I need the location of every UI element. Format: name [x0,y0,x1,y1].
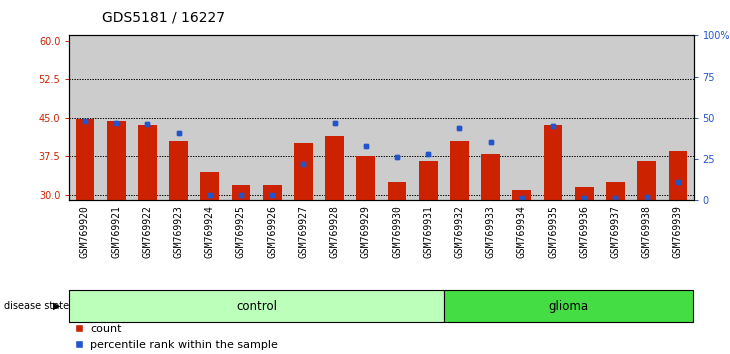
Bar [419,161,437,200]
Bar [319,35,350,200]
Text: GDS5181 / 16227: GDS5181 / 16227 [102,11,225,25]
Bar [350,35,381,200]
Text: control: control [236,300,277,313]
Bar [69,35,101,200]
Bar [356,156,375,200]
Bar [637,161,656,200]
Bar [669,151,687,200]
Bar [600,35,631,200]
Bar [138,125,157,200]
Bar [194,35,226,200]
Bar [512,190,531,200]
Bar [288,35,319,200]
Bar [163,35,194,200]
Bar [169,141,188,200]
Text: disease state: disease state [4,301,69,311]
Bar [507,35,537,200]
Bar [544,125,562,200]
Bar [231,184,250,200]
Bar [326,136,344,200]
Bar [606,182,625,200]
Bar [131,35,163,200]
Bar [512,190,531,200]
Bar [69,290,444,322]
Bar [631,35,662,200]
Bar [326,136,344,200]
Bar [569,35,600,200]
Bar [381,35,412,200]
Legend: count, percentile rank within the sample: count, percentile rank within the sample [69,320,283,354]
Bar [76,119,94,200]
Bar [76,119,94,200]
Bar [226,35,257,200]
Bar [263,184,282,200]
Bar [669,151,687,200]
Bar [444,290,694,322]
Bar [544,125,562,200]
Bar [481,154,500,200]
Bar [575,187,593,200]
Bar [481,154,500,200]
Bar [637,161,656,200]
Bar [101,35,132,200]
Bar [575,187,593,200]
Bar [662,35,694,200]
Bar [294,143,312,200]
Bar [356,156,375,200]
Text: ▶: ▶ [53,301,61,311]
Bar [412,35,444,200]
Bar [138,125,157,200]
Text: glioma: glioma [549,300,588,313]
Bar [201,172,219,200]
Bar [294,143,312,200]
Bar [475,35,507,200]
Bar [444,35,475,200]
Bar [201,172,219,200]
Bar [257,35,288,200]
Bar [388,182,407,200]
Bar [450,141,469,200]
Bar [107,121,126,200]
Bar [537,35,569,200]
Bar [107,121,126,200]
Bar [388,182,407,200]
Bar [263,184,282,200]
Bar [419,161,437,200]
Bar [169,141,188,200]
Bar [606,182,625,200]
Bar [231,184,250,200]
Bar [450,141,469,200]
